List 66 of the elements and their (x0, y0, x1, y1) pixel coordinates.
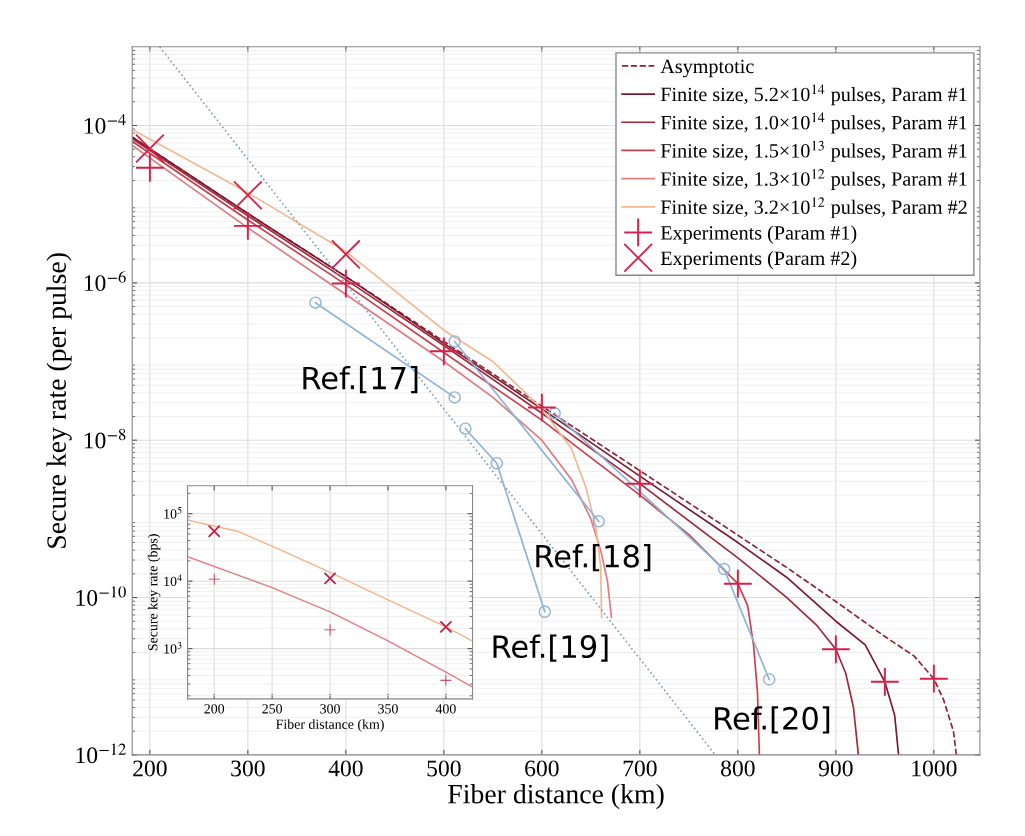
y-axis-title: Secure key rate (per pulse) (46, 253, 72, 548)
y-tick-label: 10$^{−12}$ (76, 743, 126, 764)
x-tick-label: 350 (378, 704, 398, 714)
legend-label: Asymptotic (660, 59, 754, 78)
point (527, 393, 556, 422)
legend-label: Finite size, 1.5×10$^{13}$ pulses, Param #1 (660, 140, 967, 162)
x-tick-label: 600 (525, 760, 559, 777)
x-tick-label: 1000 (912, 760, 957, 777)
x-tick-label: 300 (231, 760, 265, 777)
x-axis-title: Fiber distance (km) (448, 783, 664, 810)
x-tick-label: 200 (204, 704, 225, 714)
point (439, 620, 453, 634)
x-tick-label: 800 (721, 760, 755, 777)
legend-label: Finite size, 1.0×10$^{14}$ pulses, Param #1 (660, 112, 967, 134)
y-tick-label: 10$^{−10}$ (76, 586, 126, 606)
legend-label: Finite size, 3.2×10$^{12}$ pulses, Param #2 (660, 197, 967, 219)
point (548, 407, 561, 420)
point (208, 573, 220, 585)
line-series (187, 556, 473, 688)
legend-label: Finite size, 1.3×10$^{12}$ pulses, Param #1 (660, 168, 967, 190)
x-tick-label: 900 (818, 760, 853, 777)
point (440, 674, 452, 686)
point (429, 337, 458, 366)
y-tick-label: 10$^{−6}$ (84, 271, 126, 292)
x-tick-label: 250 (262, 704, 283, 714)
y-axis-title: Secure key rate (bps) (147, 534, 161, 651)
x-tick-label: 300 (320, 704, 340, 714)
y-tick-label: 10$^{−8}$ (84, 428, 126, 449)
x-tick-label: 700 (623, 760, 657, 777)
x-tick-label: 400 (328, 760, 363, 777)
y-tick-label: 10$^{4}$ (164, 574, 182, 587)
y-tick-label: 10$^{5}$ (164, 506, 182, 519)
y-tick-label: 10$^{3}$ (164, 641, 182, 654)
point (762, 673, 776, 686)
point (870, 667, 899, 696)
x-tick-label: 200 (133, 760, 167, 777)
point (459, 422, 472, 435)
point (309, 296, 322, 309)
point (821, 635, 850, 664)
legend-label: Finite size, 5.2×10$^{14}$ pulses, Param #1 (660, 84, 967, 106)
x-tick-label: 400 (435, 704, 456, 714)
point (448, 335, 461, 348)
point (135, 153, 164, 182)
point (717, 562, 731, 576)
point (625, 469, 654, 498)
point (207, 524, 221, 538)
point (592, 515, 605, 528)
point (919, 664, 948, 693)
point (448, 391, 461, 404)
legend-label: Experiments (Param #1) (660, 225, 857, 244)
x-axis-title: Fiber distance (km) (276, 719, 384, 732)
x-tick-label: 500 (427, 760, 461, 777)
annotation: Ref.[18] (536, 544, 651, 572)
point (331, 269, 360, 298)
legend-label: Experiments (Param #2) (660, 250, 857, 270)
annotation: Ref.[19] (493, 634, 608, 662)
point (331, 239, 361, 270)
point (538, 605, 552, 619)
annotation: Ref.[17] (303, 365, 418, 394)
point (323, 571, 337, 585)
point (490, 456, 504, 470)
y-tick-label: 10$^{−4}$ (84, 114, 126, 134)
point (135, 133, 165, 164)
point (723, 569, 752, 598)
point (233, 211, 262, 240)
line-series (187, 519, 473, 642)
